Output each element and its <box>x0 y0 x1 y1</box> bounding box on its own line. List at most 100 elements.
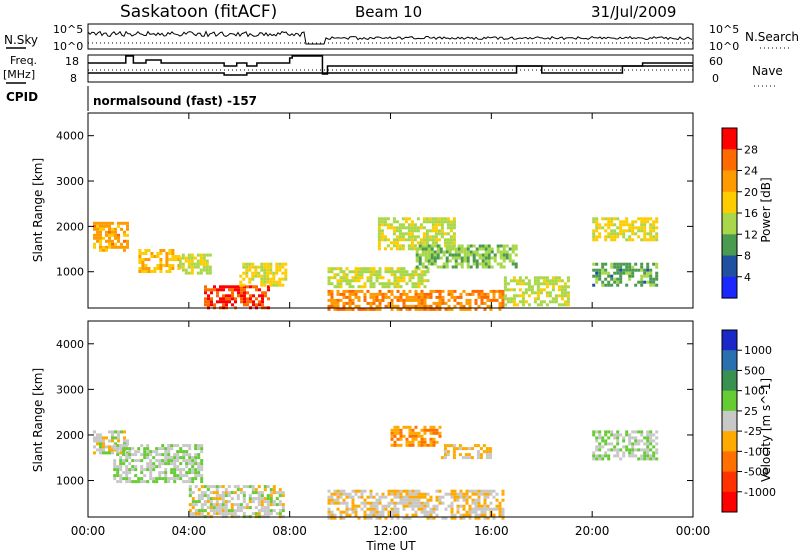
heatmap-cell <box>649 442 653 446</box>
heatmap-cell <box>153 267 157 270</box>
heatmap-cell <box>554 297 558 301</box>
heatmap-cell <box>243 297 246 301</box>
heatmap-cell <box>372 282 376 286</box>
heatmap-cell <box>450 307 454 311</box>
heatmap-cell <box>456 510 460 514</box>
heatmap-cell <box>191 465 195 469</box>
heatmap-cell <box>401 226 405 230</box>
heatmap-cell <box>495 498 499 502</box>
heatmap-cell <box>339 282 343 286</box>
heatmap-cell <box>439 265 443 269</box>
heatmap-cell <box>167 480 171 484</box>
heatmap-cell <box>509 297 513 301</box>
heatmap-cell <box>601 283 605 287</box>
heatmap-cell <box>598 235 602 239</box>
heatmap-cell <box>613 235 617 239</box>
heatmap-cell <box>123 233 126 237</box>
heatmap-cell <box>197 462 201 466</box>
heatmap-cell <box>428 238 432 242</box>
heatmap-cell <box>557 279 561 283</box>
heatmap-cell <box>125 453 129 457</box>
heatmap-cell <box>146 456 150 460</box>
heatmap-cell <box>501 516 505 520</box>
heatmap-cell <box>330 276 334 280</box>
heatmap-cell <box>125 465 129 469</box>
heatmap-cell <box>396 495 400 499</box>
heatmap-cell <box>248 500 252 504</box>
heatmap-cell <box>443 456 447 460</box>
heatmap-cell <box>557 288 561 292</box>
heatmap-cell <box>108 224 111 228</box>
heatmap-cell <box>387 513 391 517</box>
heatmap-cell <box>339 516 343 520</box>
heatmap-cell <box>446 450 450 454</box>
heatmap-cell <box>272 277 276 281</box>
heatmap-cell <box>393 270 397 274</box>
heatmap-cell <box>123 439 126 443</box>
heatmap-cell <box>113 444 117 448</box>
heatmap-cell <box>375 295 379 299</box>
heatmap-cell <box>339 513 343 517</box>
heatmap-cell <box>452 453 456 457</box>
heatmap-cell <box>393 279 397 283</box>
heatmap-cell <box>411 298 415 302</box>
heatmap-cell <box>390 443 394 447</box>
heatmap-cell <box>503 297 507 301</box>
heatmap-cell <box>389 226 393 230</box>
heatmap-cell <box>643 220 647 224</box>
heatmap-cell <box>649 436 653 440</box>
heatmap-cell <box>440 456 444 460</box>
heatmap-cell <box>548 300 552 304</box>
heatmap-cell <box>592 262 596 266</box>
heatmap-cell <box>598 271 602 275</box>
heatmap-cell <box>188 509 192 513</box>
heatmap-cell <box>637 229 641 233</box>
heatmap-cell <box>489 307 493 311</box>
heatmap-cell <box>393 507 397 511</box>
heatmap-cell <box>545 279 549 283</box>
heatmap-cell <box>182 444 186 448</box>
heatmap-cell <box>563 288 567 292</box>
heatmap-cell <box>465 495 469 499</box>
heatmap-cell <box>161 453 165 457</box>
heatmap-cell <box>402 267 406 271</box>
heatmap-cell <box>441 516 445 520</box>
heatmap-cell <box>408 434 412 438</box>
heatmap-cell <box>122 471 126 475</box>
heatmap-cell <box>336 498 340 502</box>
heatmap-cell <box>423 443 427 447</box>
heatmap-cell <box>360 507 364 511</box>
heatmap-cell <box>419 223 423 227</box>
heatmap-cell <box>432 437 436 441</box>
heatmap-cell <box>240 300 243 304</box>
heatmap-cell <box>393 304 397 308</box>
heatmap-cell <box>640 265 644 269</box>
noise-right-tick-bottom: 10^0 <box>709 40 739 53</box>
heatmap-cell <box>240 285 243 289</box>
heatmap-cell <box>450 295 454 299</box>
heatmap-cell <box>604 271 608 275</box>
heatmap-cell <box>512 303 516 307</box>
heatmap-cell <box>275 268 279 272</box>
heatmap-cell <box>610 448 614 452</box>
heatmap-cell <box>218 509 222 513</box>
heatmap-cell <box>408 289 412 293</box>
heatmap-cell <box>405 273 409 277</box>
heatmap-cell <box>213 288 216 292</box>
heatmap-cell <box>164 456 168 460</box>
heatmap-cell <box>378 501 382 505</box>
heatmap-cell <box>387 492 391 496</box>
heatmap-cell <box>646 268 650 272</box>
heatmap-cell <box>429 516 433 520</box>
heatmap-cell <box>227 494 231 498</box>
heatmap-cell <box>116 474 120 478</box>
heatmap-cell <box>210 291 213 295</box>
heatmap-cell <box>610 229 614 233</box>
heatmap-cell <box>411 495 415 499</box>
heatmap-cell <box>147 267 151 270</box>
heatmap-cell <box>375 510 379 514</box>
heatmap-cell <box>230 503 234 507</box>
heatmap-cell <box>625 262 629 266</box>
heatmap-cell <box>378 510 382 514</box>
heatmap-cell <box>655 262 659 266</box>
